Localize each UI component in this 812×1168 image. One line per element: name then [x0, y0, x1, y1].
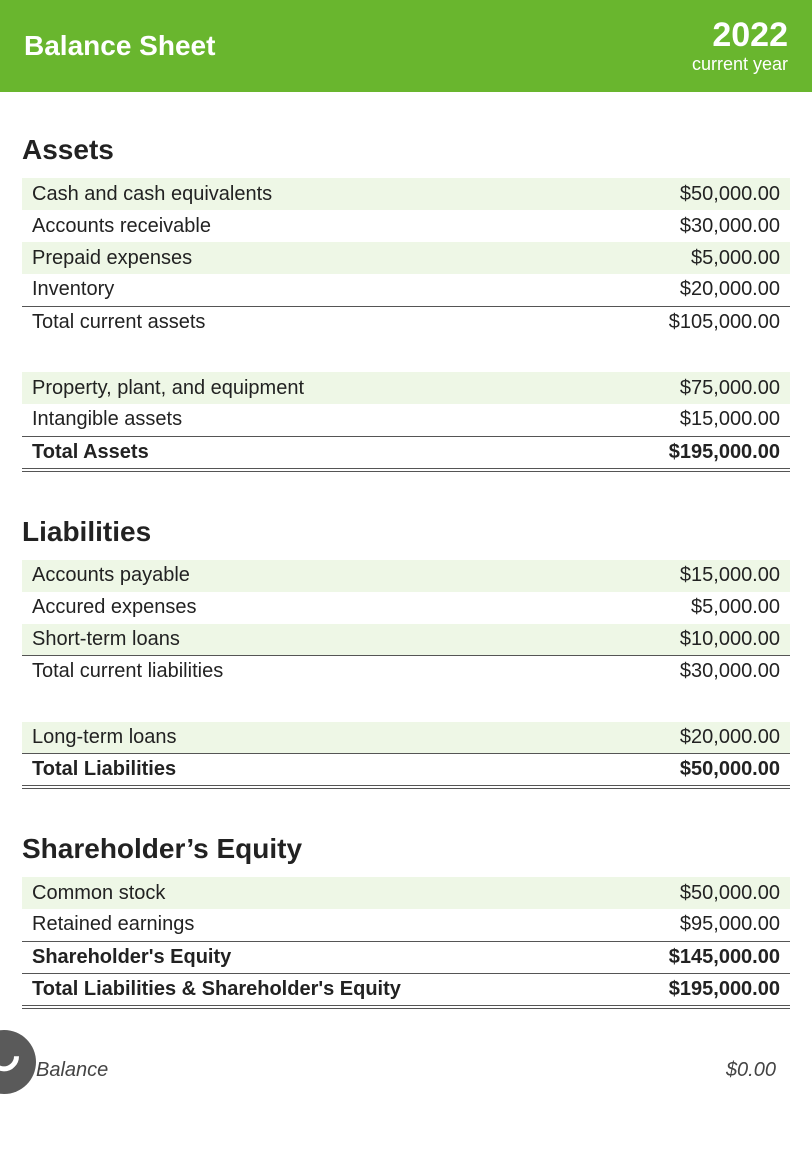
content: Assets Cash and cash equivalents $50,000… [0, 134, 812, 1082]
row-value: $195,000.00 [406, 436, 790, 470]
table-row: Common stock $50,000.00 [22, 877, 790, 909]
assets-title: Assets [22, 134, 790, 166]
table-row: Property, plant, and equipment $75,000.0… [22, 372, 790, 404]
row-label: Total current liabilities [22, 656, 406, 688]
liabilities-title: Liabilities [22, 516, 790, 548]
double-rule [22, 787, 790, 791]
row-label: Short-term loans [22, 624, 406, 656]
equity-title: Shareholder’s Equity [22, 833, 790, 865]
grand-total-row: Total Assets $195,000.00 [22, 436, 790, 470]
header-year: 2022 [692, 17, 788, 54]
row-value: $105,000.00 [406, 306, 790, 338]
table-row: Retained earnings $95,000.00 [22, 909, 790, 941]
header-subtitle: current year [692, 55, 788, 75]
row-label: Total Assets [22, 436, 406, 470]
page-title: Balance Sheet [24, 30, 215, 62]
grand-total-row: Total Liabilities $50,000.00 [22, 754, 790, 788]
row-label: Total Liabilities [22, 754, 406, 788]
header-year-block: 2022 current year [692, 17, 788, 74]
assets-section: Assets Cash and cash equivalents $50,000… [22, 134, 790, 474]
table-row: Cash and cash equivalents $50,000.00 [22, 178, 790, 210]
row-value: $30,000.00 [406, 656, 790, 688]
row-label: Property, plant, and equipment [22, 372, 406, 404]
table-row: Accounts receivable $30,000.00 [22, 210, 790, 242]
subtotal-row: Total current assets $105,000.00 [22, 306, 790, 338]
table-row: Inventory $20,000.00 [22, 274, 790, 306]
table-row: Accured expenses $5,000.00 [22, 592, 790, 624]
row-value: $20,000.00 [406, 722, 790, 754]
row-value: $95,000.00 [406, 909, 790, 941]
row-value: $50,000.00 [406, 754, 790, 788]
row-label: Accounts payable [22, 560, 406, 592]
grand-total-row: Total Liabilities & Shareholder's Equity… [22, 973, 790, 1007]
liabilities-table: Accounts payable $15,000.00 Accured expe… [22, 560, 790, 792]
balance-value: $0.00 [726, 1059, 776, 1082]
row-label: Cash and cash equivalents [22, 178, 406, 210]
row-value: $5,000.00 [406, 242, 790, 274]
spacer-row [22, 338, 790, 372]
row-label: Prepaid expenses [22, 242, 406, 274]
row-value: $30,000.00 [406, 210, 790, 242]
row-label: Shareholder's Equity [22, 941, 406, 973]
table-row: Short-term loans $10,000.00 [22, 624, 790, 656]
row-label: Accounts receivable [22, 210, 406, 242]
table-row: Prepaid expenses $5,000.00 [22, 242, 790, 274]
row-label: Inventory [22, 274, 406, 306]
row-value: $145,000.00 [406, 941, 790, 973]
help-icon [0, 1035, 25, 1077]
table-row: Intangible assets $15,000.00 [22, 404, 790, 436]
row-value: $195,000.00 [406, 973, 790, 1007]
table-row: Long-term loans $20,000.00 [22, 722, 790, 754]
subtotal-row: Total current liabilities $30,000.00 [22, 656, 790, 688]
balance-row: Balance $0.00 [22, 1059, 790, 1082]
row-label: Total current assets [22, 306, 406, 338]
equity-table: Common stock $50,000.00 Retained earning… [22, 877, 790, 1011]
double-rule [22, 470, 790, 474]
row-value: $50,000.00 [406, 877, 790, 909]
row-value: $75,000.00 [406, 372, 790, 404]
row-value: $15,000.00 [406, 560, 790, 592]
row-label: Total Liabilities & Shareholder's Equity [22, 973, 406, 1007]
row-value: $15,000.00 [406, 404, 790, 436]
spacer-row [22, 688, 790, 722]
row-label: Retained earnings [22, 909, 406, 941]
balance-label: Balance [36, 1059, 108, 1082]
row-label: Accured expenses [22, 592, 406, 624]
row-label: Common stock [22, 877, 406, 909]
equity-section: Shareholder’s Equity Common stock $50,00… [22, 833, 790, 1011]
equity-subtotal-row: Shareholder's Equity $145,000.00 [22, 941, 790, 973]
double-rule [22, 1007, 790, 1011]
row-label: Intangible assets [22, 404, 406, 436]
table-row: Accounts payable $15,000.00 [22, 560, 790, 592]
row-label: Long-term loans [22, 722, 406, 754]
row-value: $5,000.00 [406, 592, 790, 624]
page-header: Balance Sheet 2022 current year [0, 0, 812, 92]
liabilities-section: Liabilities Accounts payable $15,000.00 … [22, 516, 790, 792]
row-value: $10,000.00 [406, 624, 790, 656]
assets-table: Cash and cash equivalents $50,000.00 Acc… [22, 178, 790, 474]
row-value: $20,000.00 [406, 274, 790, 306]
row-value: $50,000.00 [406, 178, 790, 210]
